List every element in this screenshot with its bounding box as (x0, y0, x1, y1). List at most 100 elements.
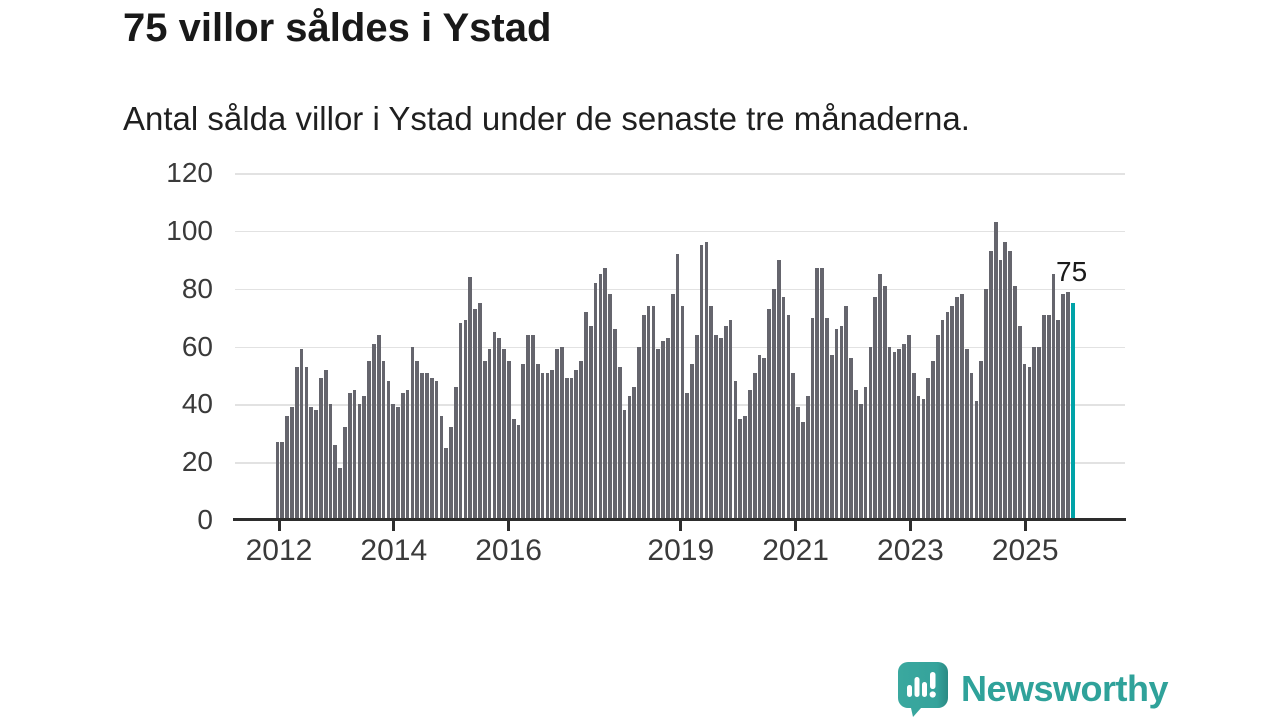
bar (376, 334, 381, 520)
bar (362, 395, 367, 520)
bar (343, 427, 347, 520)
bar (338, 467, 342, 520)
bar (670, 294, 675, 520)
bar (748, 389, 752, 520)
bar (834, 329, 839, 520)
bar (926, 378, 931, 520)
x-axis-tick-label: 2023 (877, 534, 944, 567)
bar (593, 282, 598, 520)
bar (666, 337, 670, 520)
bar (728, 320, 733, 520)
x-axis-tick-label: 2012 (245, 534, 313, 567)
bar (1022, 363, 1027, 520)
bar (439, 415, 444, 520)
bar (772, 288, 776, 520)
bar (584, 311, 588, 520)
x-axis-tick (277, 521, 281, 531)
bar (617, 366, 622, 520)
bar (685, 392, 690, 520)
bar (569, 378, 574, 520)
x-axis-tick (908, 521, 912, 531)
bar (651, 306, 656, 520)
y-axis-tick-label: 100 (166, 214, 213, 246)
bar (323, 369, 328, 520)
bar (299, 349, 304, 520)
y-axis-tick-label: 60 (181, 330, 213, 362)
bar (979, 360, 984, 520)
bar (791, 372, 796, 520)
bar (516, 424, 521, 520)
bar (776, 259, 781, 520)
bar (704, 242, 709, 520)
gridline (235, 346, 1125, 348)
bar (675, 253, 680, 520)
bar (829, 355, 834, 520)
bar (415, 360, 420, 520)
x-axis-tick-label: 2025 (991, 534, 1059, 567)
bar (993, 222, 998, 520)
bar (723, 326, 728, 520)
bar (531, 334, 535, 520)
highlight-bar (1070, 303, 1075, 520)
bar (709, 306, 714, 520)
bar (294, 366, 299, 520)
bar (984, 288, 988, 520)
bar (641, 314, 646, 520)
x-axis-line (233, 518, 1126, 521)
gridline (235, 288, 1125, 291)
y-axis-tick-label: 0 (197, 504, 213, 535)
bar (622, 410, 627, 520)
bar (762, 358, 767, 520)
bar (854, 389, 858, 520)
y-axis-tick-label: 120 (166, 157, 213, 188)
bar (1066, 291, 1070, 520)
bar (444, 447, 449, 520)
bar (632, 386, 637, 520)
bar (825, 317, 829, 520)
bar (492, 332, 497, 520)
bar (521, 363, 526, 520)
gridline (235, 230, 1125, 233)
bar (1061, 294, 1065, 520)
bar (815, 268, 820, 520)
gridline (235, 404, 1125, 406)
bar (487, 349, 492, 520)
bar (661, 340, 665, 520)
bar (511, 418, 516, 520)
x-axis-tick (392, 521, 396, 531)
bar (1051, 274, 1056, 520)
x-axis-tick-label: 2019 (647, 534, 715, 567)
bar (275, 441, 280, 520)
bar (931, 360, 935, 520)
bar (714, 334, 718, 520)
bar (1027, 366, 1032, 520)
bar (699, 245, 704, 520)
bar (560, 346, 564, 520)
bar (873, 297, 878, 520)
bar (989, 251, 993, 520)
bar (463, 320, 468, 520)
bar (367, 360, 371, 520)
bar (690, 363, 694, 520)
bar (892, 352, 897, 520)
bar (473, 308, 477, 520)
bar (598, 274, 603, 520)
x-axis-tick (794, 521, 798, 531)
bar (613, 329, 617, 520)
bar (319, 378, 323, 520)
bar (940, 320, 945, 520)
bar (381, 360, 386, 520)
y-axis-tick-label: 40 (181, 388, 213, 420)
bar (998, 259, 1003, 520)
bar (907, 334, 911, 520)
bar (309, 407, 314, 520)
bar (902, 343, 906, 520)
bar (1008, 251, 1012, 520)
bar (796, 407, 800, 520)
bar (603, 268, 608, 520)
bar (482, 360, 487, 520)
bar (333, 444, 338, 520)
bar (680, 306, 685, 520)
bar (458, 323, 463, 520)
page-title: 75 villor såldes i Ystad (123, 6, 552, 50)
